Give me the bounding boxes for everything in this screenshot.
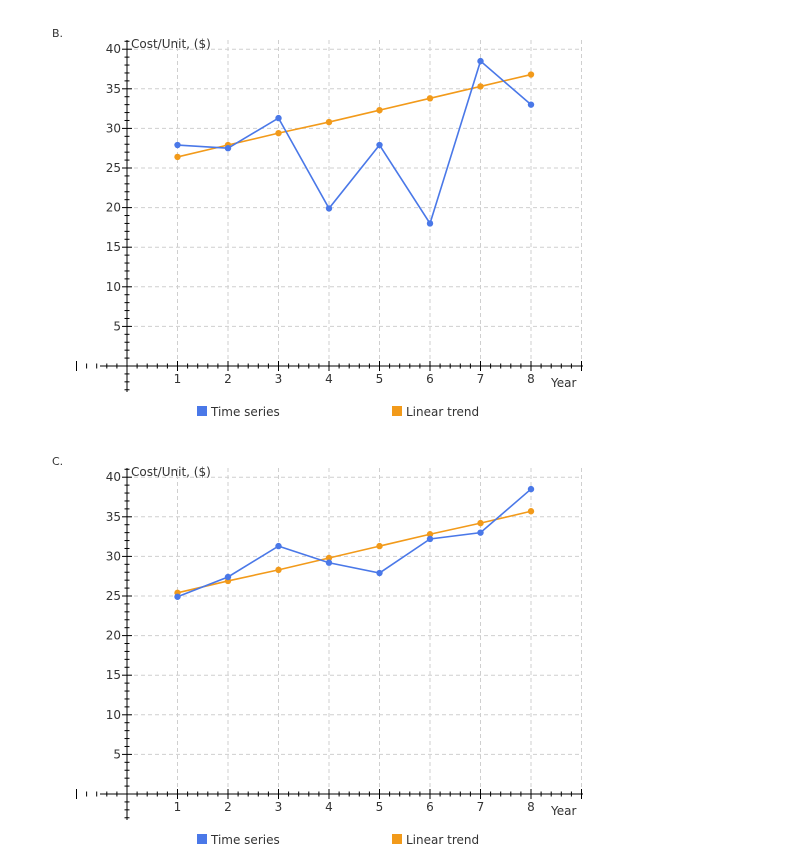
data-point [275,129,282,137]
data-point [174,141,181,149]
data-point [376,569,383,577]
x-tick-label: 8 [527,800,535,814]
y-tick-label: 5 [113,319,121,333]
data-point [477,83,484,90]
data-point [224,145,232,152]
y-tick-label: 20 [106,201,121,215]
data-point [426,220,434,227]
data-point [376,141,383,149]
legend-label: Time series [210,405,280,419]
data-point [426,95,434,102]
data-point [426,535,434,543]
x-tick-label: 4 [325,372,333,386]
y-tick-label: 30 [106,121,121,135]
series-linear-trend [174,508,535,597]
data-point [325,118,333,126]
x-tick-label: 7 [477,372,485,386]
legend-swatch [392,406,402,416]
y-tick-label: 20 [106,629,121,643]
data-point [275,542,282,550]
legend-label: Linear trend [406,405,479,419]
legend-label: Time series [210,833,280,847]
x-axis-label: Year [550,804,576,818]
data-point [527,485,535,493]
y-tick-label: 10 [106,708,121,722]
x-tick-label: 7 [477,800,485,814]
chart-b: 1 2 3 4 5 6 7 8 5 10 15 20 25 30 35 40 Cost/Unit, ($) Yea… [76,37,583,419]
panel-c-letter: C. [52,455,64,468]
x-axis-label: Year [550,376,576,390]
x-tick-label: 3 [275,800,283,814]
data-point [325,559,333,566]
x-tick-label: 2 [224,372,232,386]
data-point [275,114,282,122]
y-axis-label: Cost/Unit, ($) [131,37,211,51]
legend-swatch [197,406,207,416]
data-point [275,566,282,574]
y-tick-label: 25 [106,589,121,603]
y-tick-label: 40 [106,470,121,484]
y-tick-label: 10 [106,280,121,294]
grid [127,40,582,366]
legend-swatch [197,834,207,844]
y-tick-label: 35 [106,510,121,524]
x-tick-label: 3 [275,372,283,386]
y-tick-label: 40 [106,42,121,56]
data-point [325,554,333,562]
y-tick-label: 15 [106,240,121,254]
data-point [477,529,484,536]
data-point [325,205,333,212]
x-tick-label: 2 [224,800,232,814]
y-tick-label: 25 [106,161,121,175]
x-tick-label: 6 [426,800,434,814]
data-point [527,508,535,515]
data-point [426,531,434,538]
x-tick-label: 5 [376,800,384,814]
data-point [477,57,484,65]
data-point [376,542,383,550]
chart-c: 1 2 3 4 5 6 7 8 5 10 15 20 25 30 35 40 Cost/Unit, ($) Yea… [76,465,583,847]
x-tick-label: 1 [174,800,182,814]
legend: Time series Linear trend [197,833,479,847]
data-point [376,106,383,114]
y-tick-label: 35 [106,82,121,96]
series-line [177,510,532,594]
y-tick-label: 15 [106,668,121,682]
series-line [177,488,532,598]
panel-b-letter: B. [52,27,64,40]
data-point [527,101,535,108]
x-tick-label: 1 [174,372,182,386]
data-point [174,153,181,161]
legend-label: Linear trend [406,833,479,847]
y-tick-label: 30 [106,549,121,563]
data-point [477,519,484,527]
y-axis-label: Cost/Unit, ($) [131,465,211,479]
series-time-series [174,57,535,227]
y-tick-label: 5 [113,747,121,761]
data-point [527,71,535,78]
grid [127,468,582,794]
legend-swatch [392,834,402,844]
x-tick-label: 8 [527,372,535,386]
x-tick-label: 5 [376,372,384,386]
series-line [177,59,532,226]
legend: Time series Linear trend [197,405,479,419]
series-time-series [174,485,535,600]
data-point [174,593,181,600]
data-point [224,573,232,581]
x-tick-label: 6 [426,372,434,386]
x-tick-label: 4 [325,800,333,814]
